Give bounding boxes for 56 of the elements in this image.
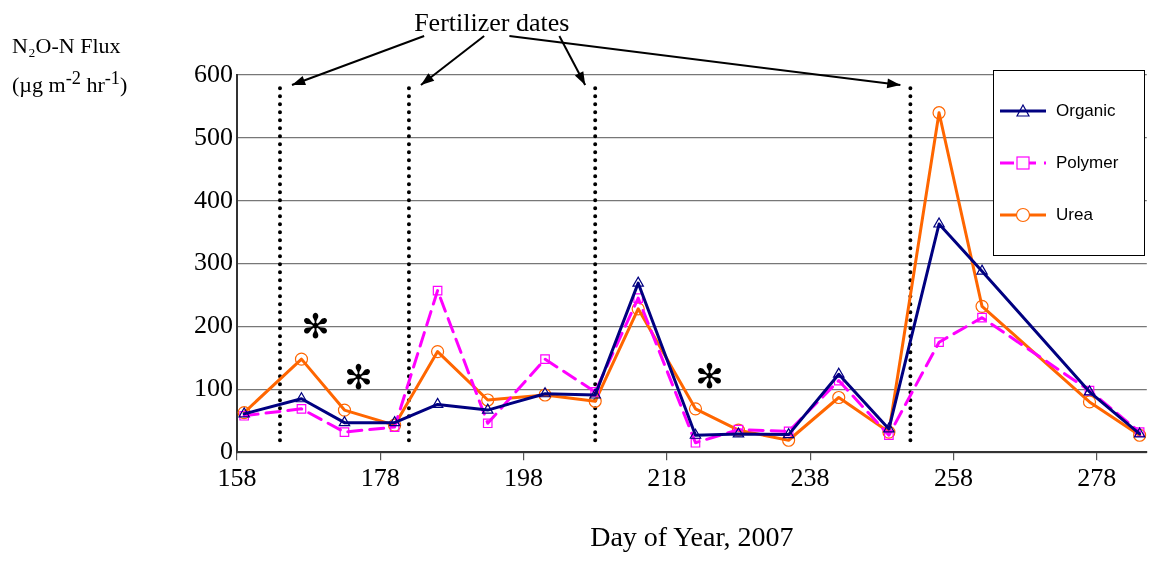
point bbox=[294, 352, 309, 366]
point bbox=[933, 217, 945, 228]
point bbox=[338, 416, 351, 427]
point bbox=[976, 264, 988, 275]
point bbox=[432, 285, 443, 296]
point bbox=[883, 422, 895, 433]
point bbox=[934, 337, 944, 348]
point bbox=[633, 293, 644, 304]
point bbox=[631, 302, 645, 316]
y-tick-label: 600 bbox=[194, 58, 233, 88]
annotation: ✻ bbox=[301, 305, 330, 346]
x-axis-title: Day of Year, 2007 bbox=[590, 520, 794, 552]
point bbox=[977, 312, 987, 323]
point bbox=[481, 403, 494, 414]
point bbox=[538, 388, 552, 402]
annotation: ✻ bbox=[344, 356, 373, 397]
point bbox=[339, 427, 350, 437]
point bbox=[295, 392, 308, 403]
legend-label: Urea bbox=[1056, 205, 1093, 225]
point bbox=[932, 106, 946, 120]
y-tick-label: 500 bbox=[194, 121, 233, 151]
point bbox=[388, 416, 401, 427]
point bbox=[1133, 428, 1147, 442]
y-axis-title: N₂O-N Flux (µg m$^{-2}$ hr$^{-1}$) bbox=[12, 32, 129, 100]
point bbox=[430, 345, 445, 359]
y-tick-label: 200 bbox=[194, 310, 233, 340]
point bbox=[688, 402, 703, 416]
y-tick-label: 400 bbox=[194, 184, 233, 214]
point bbox=[832, 367, 845, 378]
text: Fertilizer dates bbox=[414, 7, 570, 37]
point bbox=[1082, 395, 1097, 409]
x-tick-label: 238 bbox=[790, 462, 830, 492]
point bbox=[388, 418, 402, 432]
point bbox=[482, 418, 493, 429]
point bbox=[689, 428, 702, 439]
legend-label: Polymer bbox=[1056, 153, 1119, 173]
legend-label: Organic bbox=[1056, 101, 1116, 121]
point bbox=[481, 393, 495, 407]
point bbox=[884, 430, 894, 441]
point bbox=[337, 403, 352, 417]
point bbox=[690, 437, 701, 448]
point bbox=[975, 299, 989, 313]
point bbox=[540, 354, 550, 364]
x-tick-label: 198 bbox=[504, 462, 544, 492]
y-tick-label: 300 bbox=[194, 247, 233, 277]
x-tick-label: 218 bbox=[647, 462, 687, 492]
point bbox=[539, 387, 551, 398]
x-tick-label: 258 bbox=[933, 462, 973, 492]
x-tick-label: 178 bbox=[360, 462, 400, 492]
point bbox=[632, 276, 644, 287]
point bbox=[882, 425, 896, 439]
point bbox=[832, 390, 846, 405]
annotation: ✻ bbox=[695, 355, 724, 396]
point bbox=[296, 403, 307, 414]
x-tick-label: 278 bbox=[1077, 462, 1117, 492]
y-tick-label: 100 bbox=[194, 373, 233, 403]
